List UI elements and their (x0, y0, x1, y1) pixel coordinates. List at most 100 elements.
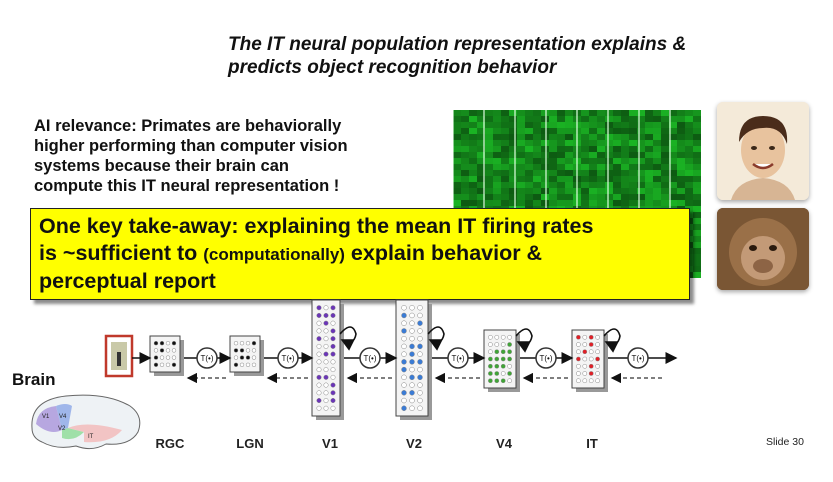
neuron-dot-it (582, 371, 588, 376)
neuron-dot-v1 (323, 390, 329, 396)
neuron-dot-v4 (500, 342, 506, 347)
neuron-dot-lgn (239, 341, 245, 346)
grid-cell (685, 158, 693, 164)
grid-cell (501, 134, 509, 140)
grid-cell (557, 164, 565, 170)
grid-cell (693, 224, 701, 230)
grid-cell (517, 170, 525, 176)
grid-cell (549, 140, 557, 146)
grid-cell (613, 200, 621, 206)
grid-cell (613, 158, 621, 164)
grid-cell (661, 200, 669, 206)
neuron-dot-v2 (417, 335, 423, 342)
grid-cell (677, 182, 685, 188)
grid-cell (517, 152, 525, 158)
grid-cell (509, 128, 517, 134)
grid-cell (637, 200, 645, 206)
grid-cell (645, 116, 653, 122)
neuron-dot-v1 (330, 367, 336, 373)
panel-v1 (311, 299, 341, 417)
grid-cell (541, 110, 549, 116)
grid-cell (685, 152, 693, 158)
grid-cell (589, 200, 597, 206)
neuron-dot-it (588, 378, 594, 384)
brain-label: Brain (12, 370, 56, 389)
transform-label: T(•) (539, 354, 552, 363)
grid-cell (549, 164, 557, 170)
grid-cell (477, 164, 485, 170)
neuron-dot-v1 (323, 398, 329, 404)
neuron-dot-v2 (417, 390, 423, 396)
grid-cell (469, 164, 477, 170)
grid-cell (693, 254, 701, 260)
grid-cell (501, 176, 509, 182)
grid-cell (653, 182, 661, 188)
grid-cell (613, 194, 621, 200)
neuron-dot-it (576, 334, 581, 340)
neuron-dot-it (582, 349, 588, 355)
grid-cell (693, 194, 701, 200)
grid-cell (621, 134, 629, 140)
grid-cell (605, 188, 613, 194)
neuron-dot-v1 (316, 336, 322, 342)
grid-cell (485, 140, 493, 146)
neuron-dot-v4 (488, 342, 493, 347)
grid-cell (581, 170, 589, 176)
neuron-dot-v2 (401, 405, 407, 411)
grid-cell (685, 188, 693, 194)
grid-cell (597, 152, 605, 158)
neuron-dot-v4 (494, 349, 500, 355)
neuron-dot-v2 (401, 366, 407, 373)
grid-cell (645, 110, 653, 116)
grid-cell (685, 110, 693, 116)
ai-relevance-text: AI relevance: Primates are behaviorally … (34, 116, 434, 196)
grid-cell (469, 176, 477, 182)
grid-cell (469, 110, 477, 116)
grid-cell (597, 164, 605, 170)
grid-cell (517, 176, 525, 182)
grid-cell (685, 170, 693, 176)
grid-cell (597, 194, 605, 200)
title-line-1: The IT neural population representation … (228, 34, 687, 55)
neuron-dot-v4 (507, 378, 512, 384)
neuron-dot-v1 (316, 374, 322, 380)
grid-cell (669, 134, 677, 140)
neuron-dot-v1 (330, 390, 336, 396)
neuron-dot-v2 (409, 312, 415, 319)
neuron-dot-v2 (401, 374, 407, 381)
grid-cell (509, 140, 517, 146)
grid-cell (669, 176, 677, 182)
slide-number: Slide 30 (766, 436, 804, 448)
neuron-dot-rgc (159, 355, 165, 360)
grid-cell (685, 140, 693, 146)
grid-cell (565, 170, 573, 176)
neuron-dot-it (576, 363, 581, 369)
grid-cell (613, 182, 621, 188)
grid-cell (533, 140, 541, 146)
transform-label: T(•) (281, 354, 294, 363)
grid-cell (685, 134, 693, 140)
grid-cell (541, 122, 549, 128)
grid-cell (669, 164, 677, 170)
grid-cell (677, 170, 685, 176)
grid-cell (677, 110, 685, 116)
grid-cell (613, 134, 621, 140)
grid-cell (549, 122, 557, 128)
grid-cell (581, 158, 589, 164)
neuron-dot-rgc (171, 362, 177, 367)
grid-cell (485, 182, 493, 188)
grid-cell (597, 110, 605, 116)
grid-cell (621, 116, 629, 122)
grid-cell (605, 200, 613, 206)
neuron-dot-v2 (409, 328, 415, 334)
grid-cell (589, 188, 597, 194)
grid-cell (485, 152, 493, 158)
grid-cell (677, 176, 685, 182)
callout-line-2-start: is ~sufficient to (39, 241, 204, 265)
grid-cell (565, 188, 573, 194)
grid-cell (629, 140, 637, 146)
neuron-dot-v1 (316, 328, 322, 334)
neuron-dot-v1 (323, 312, 329, 318)
grid-cell (525, 128, 533, 134)
neuron-dot-v1 (323, 367, 329, 373)
